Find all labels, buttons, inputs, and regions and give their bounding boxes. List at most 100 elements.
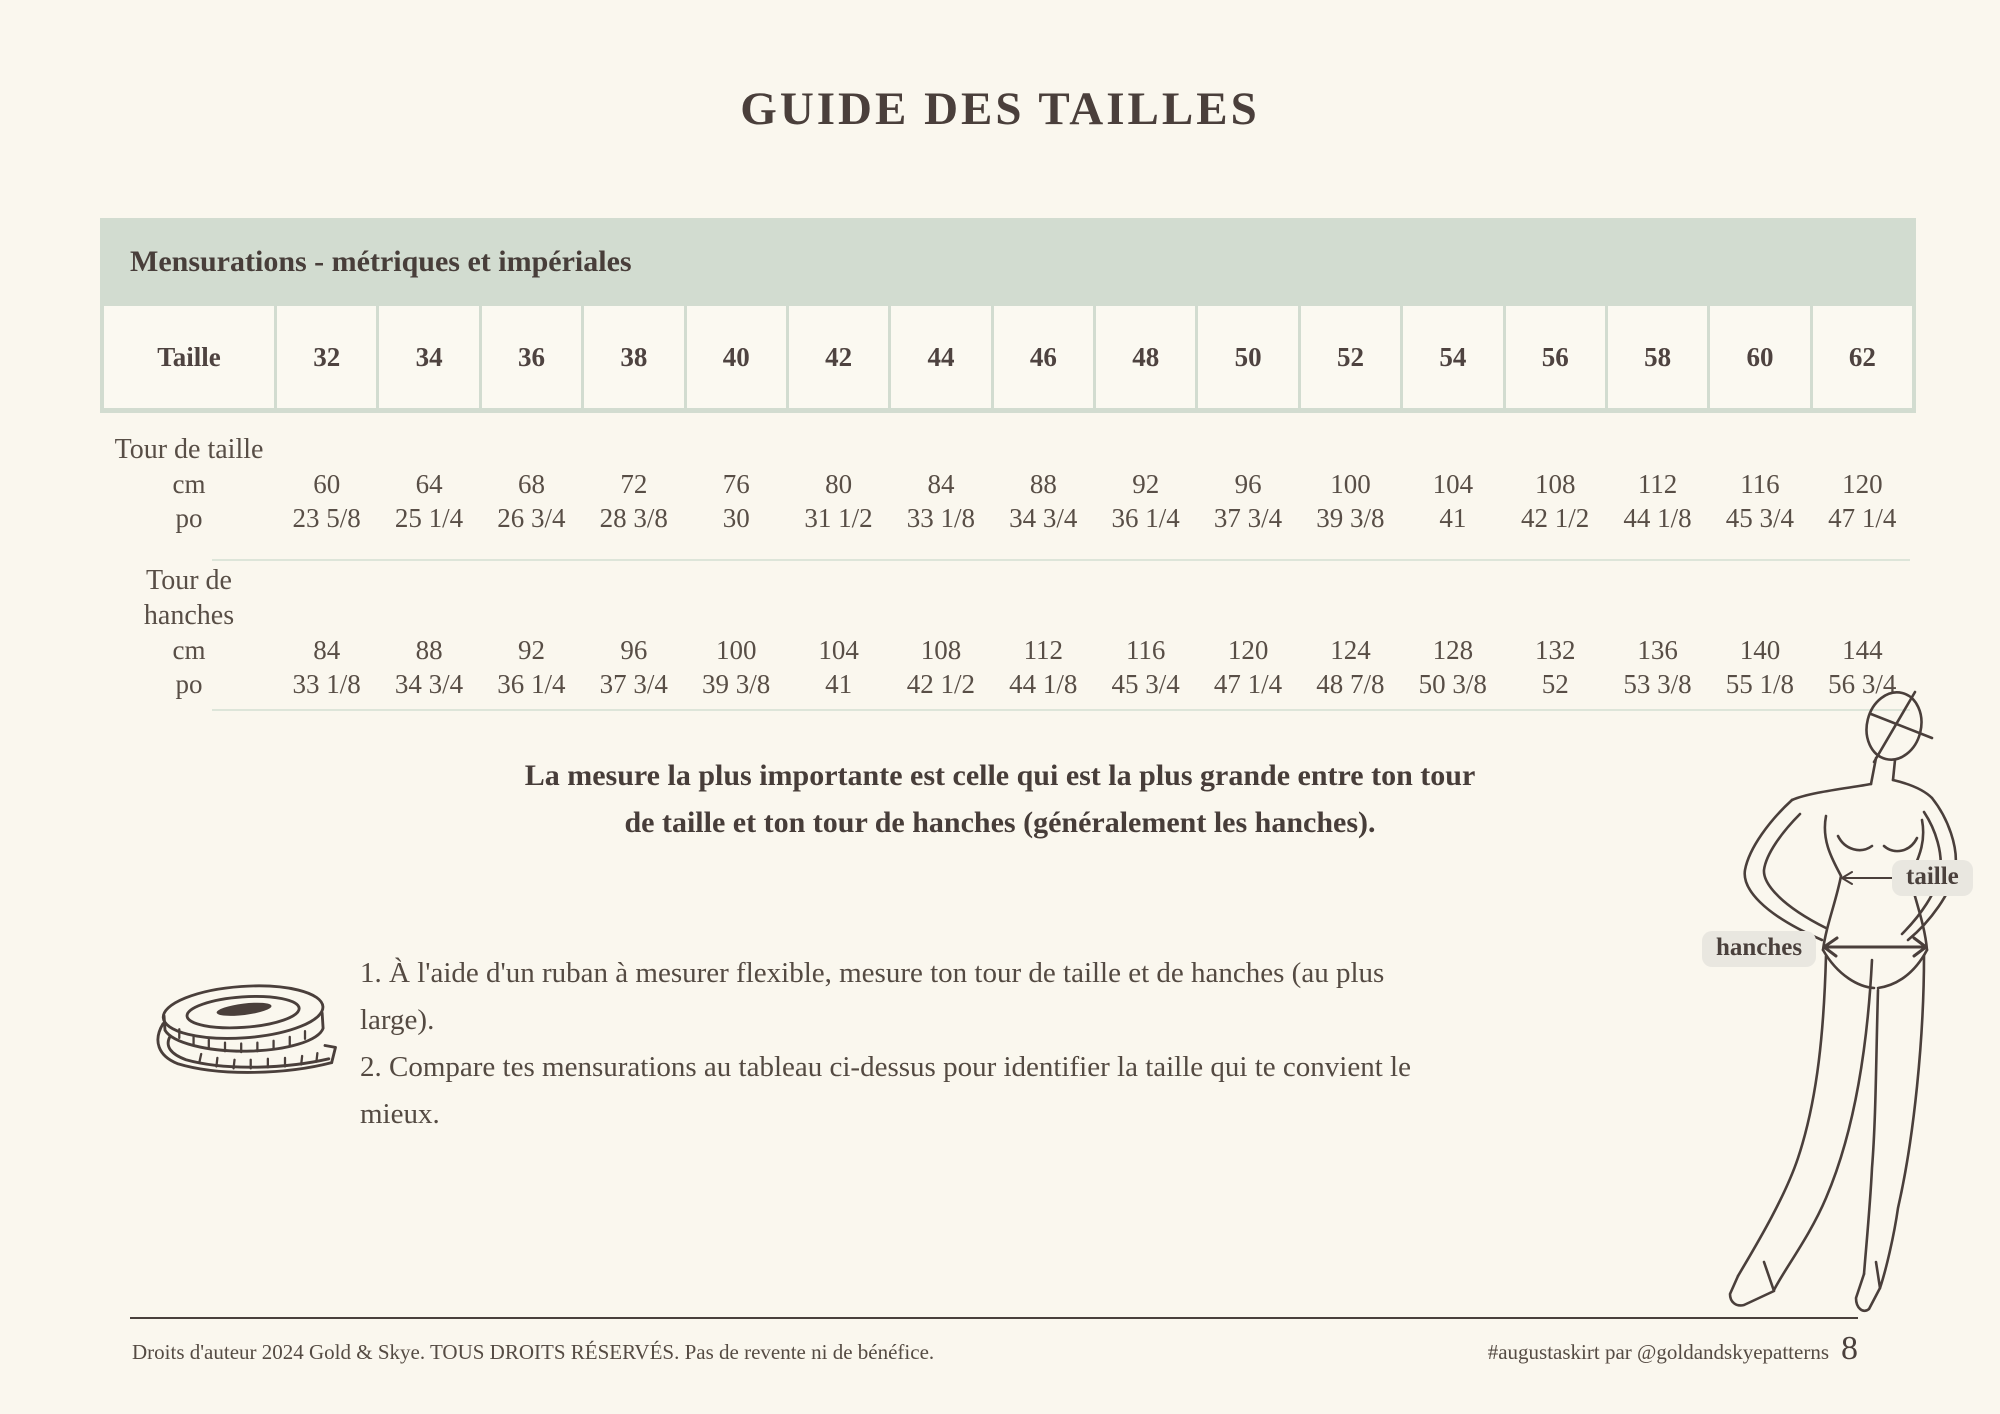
waist-cm-value: 120 (1842, 469, 1883, 499)
footer-copyright: Droits d'auteur 2024 Gold & Skye. TOUS D… (132, 1340, 935, 1364)
size-header-row: Taille 32 34 36 38 40 42 44 46 48 50 52 54 56 58 60 62 (100, 306, 1916, 408)
size-cell: 44 (891, 306, 991, 408)
hips-po-value: 36 1/4 (497, 669, 566, 699)
waist-po-value: 45 3/4 (1725, 503, 1795, 533)
size-cell: 46 (993, 306, 1093, 408)
page-number: 8 (1841, 1330, 1858, 1367)
waist-cm-value: 84 (927, 469, 955, 499)
hips-po-value: 39 3/8 (702, 669, 771, 699)
hips-cm-value: 116 (1125, 635, 1166, 665)
unit-label-cm: cm (172, 635, 206, 665)
size-cell: 32 (277, 306, 377, 408)
hips-cm-value: 136 (1637, 635, 1678, 665)
croquis-figure-drawing (1728, 690, 1958, 1313)
hips-po-value: 45 3/4 (1111, 669, 1180, 699)
hips-po-value: 48 7/8 (1316, 669, 1385, 699)
hips-cm-value: 108 (920, 635, 962, 665)
hips-po-value: 55 1/8 (1725, 669, 1795, 699)
waist-cm-value: 80 (825, 469, 853, 499)
hips-cm-value: 96 (620, 635, 648, 665)
waist-po-value: 23 5/8 (292, 503, 361, 533)
hips-cm-value: 84 (313, 635, 341, 665)
important-note: La mesure la plus importante est celle q… (0, 752, 2000, 846)
instruction-item: 1. À l'aide d'un ruban à mesurer flexibl… (360, 957, 1385, 1036)
hips-po-value: 44 1/8 (1009, 669, 1078, 699)
footer-credits: #augustaskirt par @goldandskyepatterns 8 (1488, 1330, 1858, 1368)
hips-cm-value: 132 (1534, 635, 1576, 665)
hips-po-row: po 33 1/8 34 3/4 36 1/4 37 3/4 39 3/8 41 42 1/… (100, 667, 1916, 701)
waist-po-value: 41 (1439, 503, 1467, 533)
hips-cm-value: 104 (818, 635, 859, 665)
hips-cm-row: cm 84 88 92 96 100 104 108 112 116 120 124 128 132 13… (100, 633, 1916, 667)
hips-po-value: 33 1/8 (292, 669, 361, 699)
waist-section-label: Tour de taille (114, 434, 264, 465)
size-cell: 34 (379, 306, 479, 408)
size-cell: 48 (1096, 306, 1196, 408)
hips-po-value: 34 3/4 (394, 669, 464, 699)
size-cell: 52 (1300, 306, 1401, 408)
hips-section-label: Tour de hanches (143, 565, 235, 631)
size-table: Mensurations - métriques et impériales T… (100, 218, 1916, 413)
section-divider (212, 559, 1910, 561)
hips-label-chip: hanches (1702, 931, 1817, 967)
waist-cm-value: 112 (1637, 469, 1678, 499)
hips-cm-value: 140 (1739, 635, 1781, 665)
waist-cm-value: 116 (1740, 469, 1780, 499)
hips-cm-value: 128 (1432, 635, 1474, 665)
hips-po-value: 41 (825, 669, 853, 699)
waist-po-value: 36 1/4 (1111, 503, 1180, 533)
size-cell: 54 (1403, 306, 1503, 408)
waist-cm-value: 88 (1029, 469, 1057, 499)
waist-po-value: 39 3/8 (1316, 503, 1385, 533)
waist-po-value: 31 1/2 (804, 503, 873, 533)
hips-po-value: 50 3/8 (1418, 669, 1487, 699)
waist-cm-value: 68 (517, 469, 545, 499)
hips-cm-value: 112 (1023, 635, 1064, 665)
waist-cm-row: cm 60 64 68 72 76 80 84 88 92 96 100 104 108 112 116 12… (100, 467, 1916, 501)
waist-po-value: 30 (722, 503, 750, 533)
waist-po-value: 33 1/8 (906, 503, 976, 533)
measuring-tape-icon (156, 984, 337, 1074)
hips-cm-value: 124 (1330, 635, 1371, 665)
hips-po-value: 42 1/2 (906, 669, 976, 699)
hips-cm-value: 92 (517, 635, 545, 665)
waist-cm-value: 72 (620, 469, 648, 499)
instructions-list: 1. À l'aide d'un ruban à mesurer flexibl… (360, 950, 1412, 1138)
waist-po-value: 28 3/8 (599, 503, 668, 533)
waist-po-value: 42 1/2 (1521, 503, 1590, 533)
waist-po-value: 37 3/4 (1213, 503, 1283, 533)
hips-po-value: 56 3/4 (1828, 669, 1897, 699)
unit-label-cm: cm (172, 469, 206, 499)
table-header: Mensurations - métriques et impériales (130, 245, 632, 278)
footer-hashtag: #augustaskirt par @goldandskyepatterns (1487, 1340, 1829, 1364)
measurements-section: Tour de taille cm 60 64 68 72 76 80 84 88 92 96 10… (100, 418, 1916, 713)
waist-po-value: 25 1/4 (394, 503, 464, 533)
waist-cm-value: 104 (1432, 469, 1474, 499)
size-cell: 40 (686, 306, 786, 408)
page-title: GUIDE DES TAILLES (740, 83, 1260, 135)
hips-po-value: 52 (1541, 669, 1569, 699)
note-line-1: La mesure la plus importante est celle q… (524, 759, 1476, 792)
waist-cm-value: 92 (1132, 469, 1160, 499)
waist-po-value: 34 3/4 (1009, 503, 1078, 533)
body-figure-illustration: taille hanches (1700, 688, 1990, 1336)
hips-cm-value: 120 (1227, 635, 1269, 665)
waist-cm-value: 60 (313, 469, 341, 499)
hips-cm-value: 88 (415, 635, 443, 665)
hips-cm-value: 144 (1842, 635, 1883, 665)
size-cell: 58 (1607, 306, 1708, 408)
unit-label-po: po (175, 503, 203, 533)
waist-cm-value: 76 (722, 469, 750, 499)
size-cell: 56 (1505, 306, 1605, 408)
size-cell: 60 (1710, 306, 1810, 408)
size-cell: 42 (788, 306, 889, 408)
size-row-label: Taille (104, 306, 274, 408)
size-cell: 50 (1198, 306, 1298, 408)
waist-po-value: 26 3/4 (497, 503, 566, 533)
size-cell: 38 (584, 306, 684, 408)
waist-cm-value: 96 (1234, 469, 1262, 499)
hips-po-value: 37 3/4 (599, 669, 668, 699)
hips-po-value: 47 1/4 (1213, 669, 1283, 699)
hips-cm-value: 100 (715, 635, 757, 665)
